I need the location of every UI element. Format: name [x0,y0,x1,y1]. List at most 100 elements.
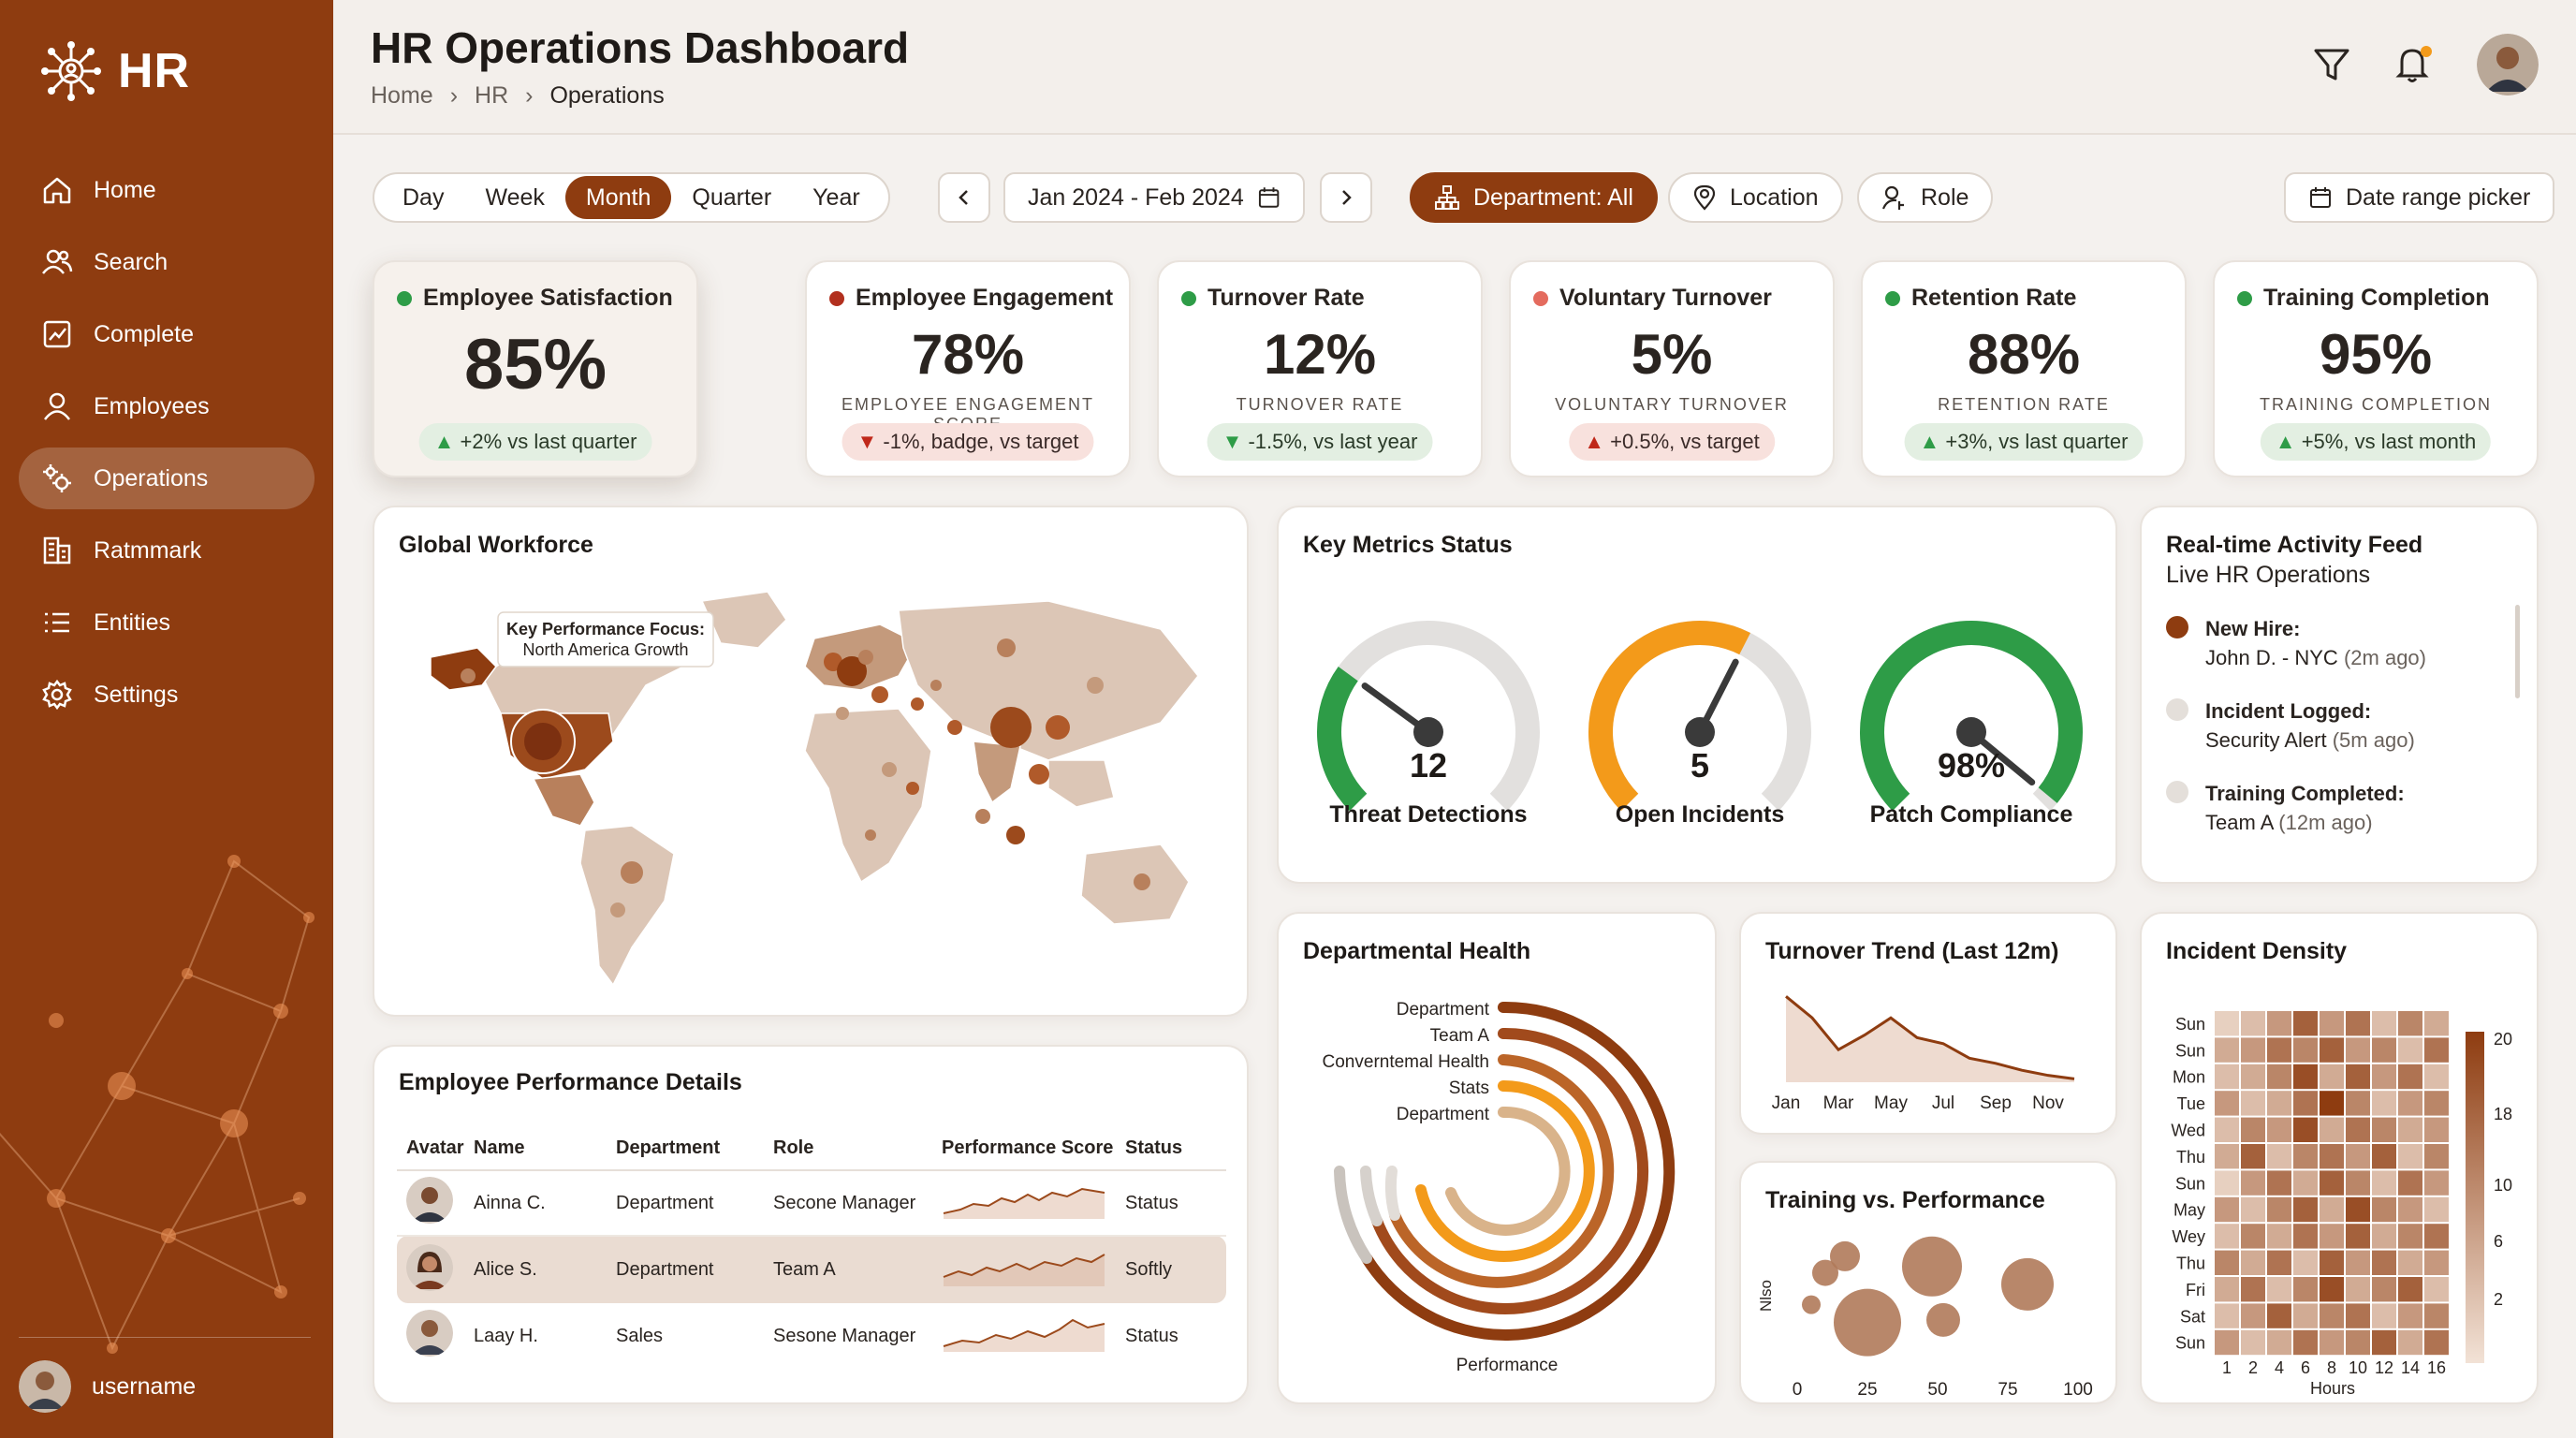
heatmap-cell[interactable] [2320,1224,2344,1249]
heatmap-cell[interactable] [2424,1329,2449,1356]
heatmap-cell[interactable] [2398,1037,2422,1063]
heatmap-cell[interactable] [2346,1224,2370,1249]
date-range-field[interactable]: Jan 2024 - Feb 2024 [1003,172,1305,223]
filter-icon[interactable] [2312,45,2351,84]
role-filter-button[interactable]: Role [1857,172,1994,223]
heatmap-cell[interactable] [2215,1303,2239,1328]
heatmap-cell[interactable] [2241,1224,2265,1249]
heatmap-cell[interactable] [2372,1224,2396,1249]
heatmap-cell[interactable] [2372,1329,2396,1356]
heatmap-cell[interactable] [2346,1170,2370,1196]
heatmap-cell[interactable] [2267,1224,2291,1249]
sidebar-user[interactable]: username [19,1337,311,1413]
heatmap-cell[interactable] [2215,1091,2239,1116]
heatmap-cell[interactable] [2372,1303,2396,1328]
heatmap-cell[interactable] [2398,1329,2422,1356]
heatmap-cell[interactable] [2293,1329,2318,1356]
heatmap-cell[interactable] [2320,1277,2344,1302]
heatmap-cell[interactable] [2320,1329,2344,1356]
sidebar-item-employees[interactable]: Employees [19,375,315,437]
heatmap-cell[interactable] [2241,1144,2265,1169]
heatmap-cell[interactable] [2320,1170,2344,1196]
heatmap-cell[interactable] [2293,1064,2318,1090]
kpi-card-turnover-rate[interactable]: Turnover Rate 12% TURNOVER RATE ▼ -1.5%,… [1157,260,1483,477]
heatmap-cell[interactable] [2346,1091,2370,1116]
heatmap-cell[interactable] [2424,1144,2449,1169]
heatmap-cell[interactable] [2215,1329,2239,1356]
department-filter-button[interactable]: Department: All [1410,172,1658,223]
heatmap-cell[interactable] [2424,1250,2449,1275]
heatmap-cell[interactable] [2293,1037,2318,1063]
heatmap-cell[interactable] [2320,1196,2344,1223]
heatmap-cell[interactable] [2346,1250,2370,1275]
heatmap-cell[interactable] [2241,1091,2265,1116]
kpi-card-retention-rate[interactable]: Retention Rate 88% RETENTION RATE ▲ +3%,… [1861,260,2187,477]
heatmap-cell[interactable] [2293,1250,2318,1275]
heatmap-cell[interactable] [2372,1064,2396,1090]
heatmap-cell[interactable] [2320,1011,2344,1036]
heatmap-cell[interactable] [2372,1170,2396,1196]
heatmap-cell[interactable] [2424,1170,2449,1196]
heatmap-cell[interactable] [2215,1250,2239,1275]
scatter-point[interactable] [1834,1288,1901,1357]
heatmap-cell[interactable] [2215,1277,2239,1302]
kpi-card-employee-engagement[interactable]: Employee Engagement 78% EMPLOYEE ENGAGEM… [805,260,1131,477]
table-row[interactable]: Ainna C. Department Secone Manager Statu… [397,1170,1226,1236]
heatmap-cell[interactable] [2267,1091,2291,1116]
heatmap-cell[interactable] [2372,1037,2396,1063]
brand-logo[interactable]: HR [37,37,190,105]
column-header[interactable]: Name [474,1137,525,1158]
period-quarter[interactable]: Quarter [692,184,772,211]
heatmap-cell[interactable] [2398,1196,2422,1223]
kpi-card-voluntary-turnover[interactable]: Voluntary Turnover 5% VOLUNTARY TURNOVER… [1509,260,1835,477]
heatmap-cell[interactable] [2320,1144,2344,1169]
radial-bar-chart[interactable]: Department Team A Converntemal Health St… [1279,979,1719,1391]
heatmap-cell[interactable] [2346,1196,2370,1223]
heatmap-cell[interactable] [2424,1011,2449,1036]
period-day[interactable]: Day [402,184,445,211]
kpi-card-employee-satisfaction[interactable]: Employee Satisfaction 85% ▲ +2% vs last … [373,260,698,477]
heatmap-cell[interactable] [2293,1303,2318,1328]
heatmap-cell[interactable] [2267,1277,2291,1302]
heatmap-cell[interactable] [2241,1064,2265,1090]
heatmap-cell[interactable] [2215,1224,2239,1249]
heatmap-cell[interactable] [2346,1011,2370,1036]
date-range-picker-button[interactable]: Date range picker [2284,172,2555,223]
period-week[interactable]: Week [485,184,545,211]
heatmap-cell[interactable] [2424,1117,2449,1142]
sidebar-item-complete[interactable]: Complete [19,303,315,365]
heatmap-cell[interactable] [2372,1091,2396,1116]
heatmap-cell[interactable] [2346,1303,2370,1328]
heatmap-cell[interactable] [2320,1091,2344,1116]
heatmap-cell[interactable] [2346,1277,2370,1302]
column-header[interactable]: Role [773,1137,814,1158]
heatmap-cell[interactable] [2424,1196,2449,1223]
column-header[interactable]: Performance Score [942,1137,1114,1158]
heatmap-cell[interactable] [2320,1037,2344,1063]
scatter-point[interactable] [1830,1240,1860,1271]
heatmap-cell[interactable] [2241,1117,2265,1142]
scatter-point[interactable] [2001,1257,2054,1311]
heatmap-cell[interactable] [2320,1250,2344,1275]
list-item[interactable]: Training Completed: Team A (12m ago) [2166,779,2503,837]
heatmap-cell[interactable] [2424,1037,2449,1063]
turnover-trend-chart[interactable]: Jan Mar May Jul Sep Nov [1741,979,2119,1129]
heatmap-cell[interactable] [2241,1303,2265,1328]
heatmap-cell[interactable] [2320,1117,2344,1142]
heatmap-cell[interactable] [2267,1196,2291,1223]
column-header[interactable]: Status [1125,1137,1183,1158]
heatmap-cell[interactable] [2320,1064,2344,1090]
heatmap-cell[interactable] [2398,1170,2422,1196]
heatmap-cell[interactable] [2215,1117,2239,1142]
heatmap-cell[interactable] [2293,1011,2318,1036]
sidebar-item-ratmmark[interactable]: Ratmmark [19,520,315,581]
heatmap-cell[interactable] [2372,1117,2396,1142]
kpi-card-training-completion[interactable]: Training Completion 95% TRAINING COMPLET… [2213,260,2539,477]
heatmap-cell[interactable] [2398,1117,2422,1142]
heatmap-cell[interactable] [2267,1144,2291,1169]
breadcrumb-home[interactable]: Home [371,82,433,109]
next-range-button[interactable] [1320,172,1372,223]
heatmap-cell[interactable] [2398,1250,2422,1275]
heatmap-cell[interactable] [2215,1196,2239,1223]
heatmap-cell[interactable] [2241,1037,2265,1063]
